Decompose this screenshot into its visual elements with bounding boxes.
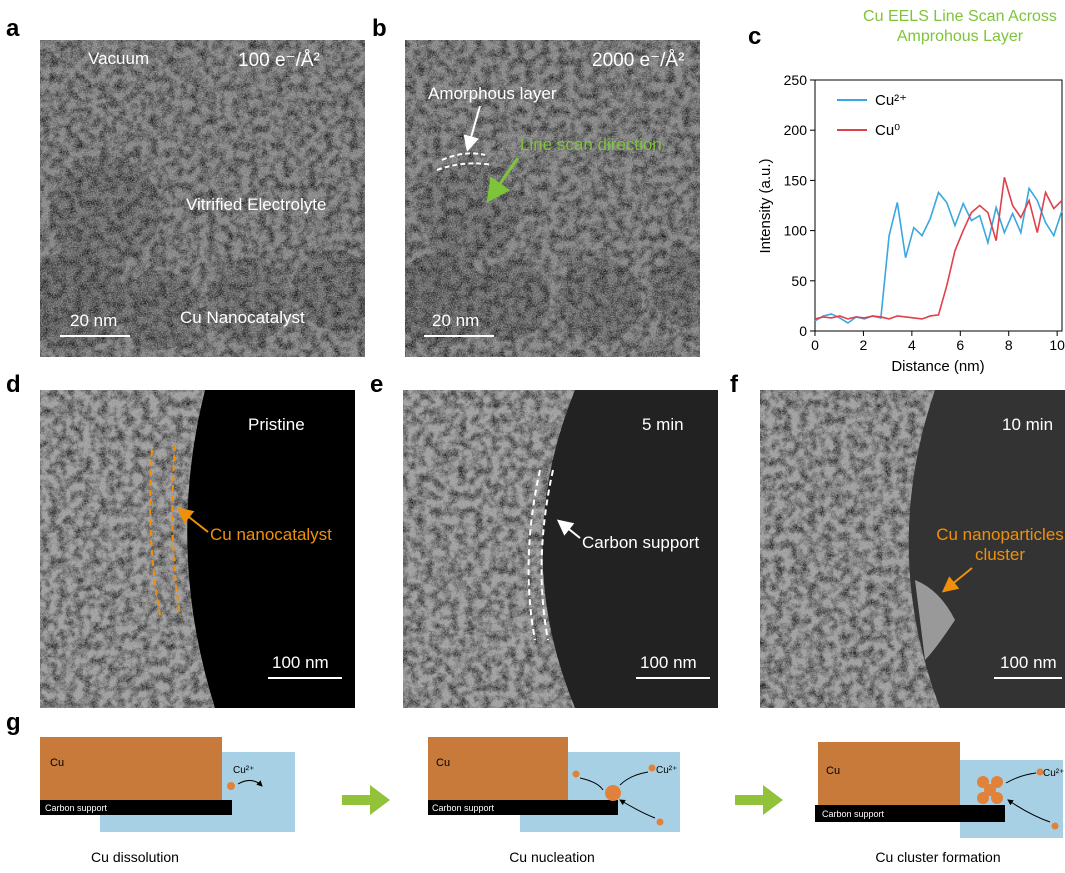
- panel-c: c Cu EELS Line Scan Across Amprohous Lay…: [748, 8, 1065, 375]
- label: Pristine: [248, 415, 305, 434]
- label: Cu: [436, 757, 450, 769]
- x-tick-label: 10: [1049, 337, 1065, 353]
- arrow: [735, 785, 783, 815]
- legend-label: Cu⁰: [875, 122, 900, 139]
- label: Cu²⁺: [656, 765, 677, 776]
- label: Carbon support: [822, 809, 885, 819]
- scale-label: 20 nm: [70, 311, 117, 330]
- label: Cu: [826, 765, 840, 777]
- label: cluster: [975, 545, 1025, 564]
- x-tick-label: 6: [956, 337, 964, 353]
- label: Carbon support: [582, 533, 699, 552]
- scale-label: 100 nm: [272, 653, 329, 672]
- panel-label: c: [748, 23, 761, 50]
- label: Vacuum: [88, 49, 149, 68]
- panel-label: f: [730, 371, 739, 398]
- step: Cu Cu²⁺ Carbon support Cu cluster format…: [815, 742, 1064, 865]
- x-tick-label: 4: [908, 337, 916, 353]
- panel-b: b 2000 e⁻/Å² Amorphous layer Line scan d…: [372, 15, 728, 357]
- scale-label: 100 nm: [640, 653, 697, 672]
- y-tick-label: 250: [784, 72, 808, 88]
- x-tick-label: 0: [811, 337, 819, 353]
- panel-g: g Cu Cu²⁺ Carbon support Cu dissolution …: [6, 709, 1064, 865]
- panel-d: d Pristine Cu nanocatalyst 100 nm: [6, 371, 355, 708]
- label: Cu nanocatalyst: [210, 525, 332, 544]
- label: Cu Nanocatalyst: [180, 308, 305, 327]
- label: Cu²⁺: [233, 765, 254, 776]
- scale-label: 100 nm: [1000, 653, 1057, 672]
- y-tick-label: 50: [791, 273, 807, 289]
- x-tick-label: 2: [860, 337, 868, 353]
- label: 100 e⁻/Å²: [238, 50, 320, 71]
- step: Cu Cu²⁺ Carbon support Cu nucleation: [428, 737, 680, 865]
- label: Cu²⁺: [1043, 768, 1064, 779]
- panel-label: b: [372, 15, 387, 42]
- label: 2000 e⁻/Å²: [592, 50, 684, 71]
- panel-label: g: [6, 709, 21, 736]
- chart-title: Amprohous Layer: [897, 28, 1024, 45]
- scale-label: 20 nm: [432, 311, 479, 330]
- x-tick-label: 8: [1005, 337, 1013, 353]
- plot-frame: [815, 80, 1062, 331]
- panel-e: e 5 min Carbon support 100 nm: [370, 371, 718, 708]
- label: Amorphous layer: [428, 84, 557, 103]
- panel-label: e: [370, 371, 383, 398]
- panel-label: d: [6, 371, 21, 398]
- panel-f: f 10 min Cu nanoparticles cluster 100 nm: [730, 371, 1065, 708]
- legend-label: Cu²⁺: [875, 92, 907, 109]
- series-line: [815, 177, 1062, 319]
- label: Carbon support: [45, 803, 108, 813]
- arrow: [342, 785, 390, 815]
- step: Cu Cu²⁺ Carbon support Cu dissolution: [40, 737, 295, 865]
- panel-a: a Vacuum 100 e⁻/Å² Vitrified Electrolyte…: [6, 15, 375, 357]
- label: 5 min: [642, 415, 684, 434]
- label: 10 min: [1002, 415, 1053, 434]
- chart-title: Cu EELS Line Scan Across: [863, 8, 1057, 25]
- label: Line scan direction: [520, 135, 662, 154]
- caption: Cu nucleation: [509, 849, 595, 865]
- y-tick-label: 100: [784, 223, 808, 239]
- caption: Cu cluster formation: [875, 849, 1000, 865]
- page: a Vacuum 100 e⁻/Å² Vitrified Electrolyte…: [0, 0, 1065, 873]
- y-tick-label: 0: [799, 323, 807, 339]
- y-axis-label: Intensity (a.u.): [757, 158, 774, 253]
- y-tick-label: 150: [784, 172, 808, 188]
- label: Vitrified Electrolyte: [186, 195, 326, 214]
- caption: Cu dissolution: [91, 849, 179, 865]
- figure: a Vacuum 100 e⁻/Å² Vitrified Electrolyte…: [0, 0, 1065, 868]
- label: Cu: [50, 757, 64, 769]
- label: Carbon support: [432, 803, 495, 813]
- panel-label: a: [6, 15, 20, 42]
- label: Cu nanoparticles: [936, 525, 1064, 544]
- x-axis-label: Distance (nm): [891, 358, 984, 375]
- y-tick-label: 200: [784, 122, 808, 138]
